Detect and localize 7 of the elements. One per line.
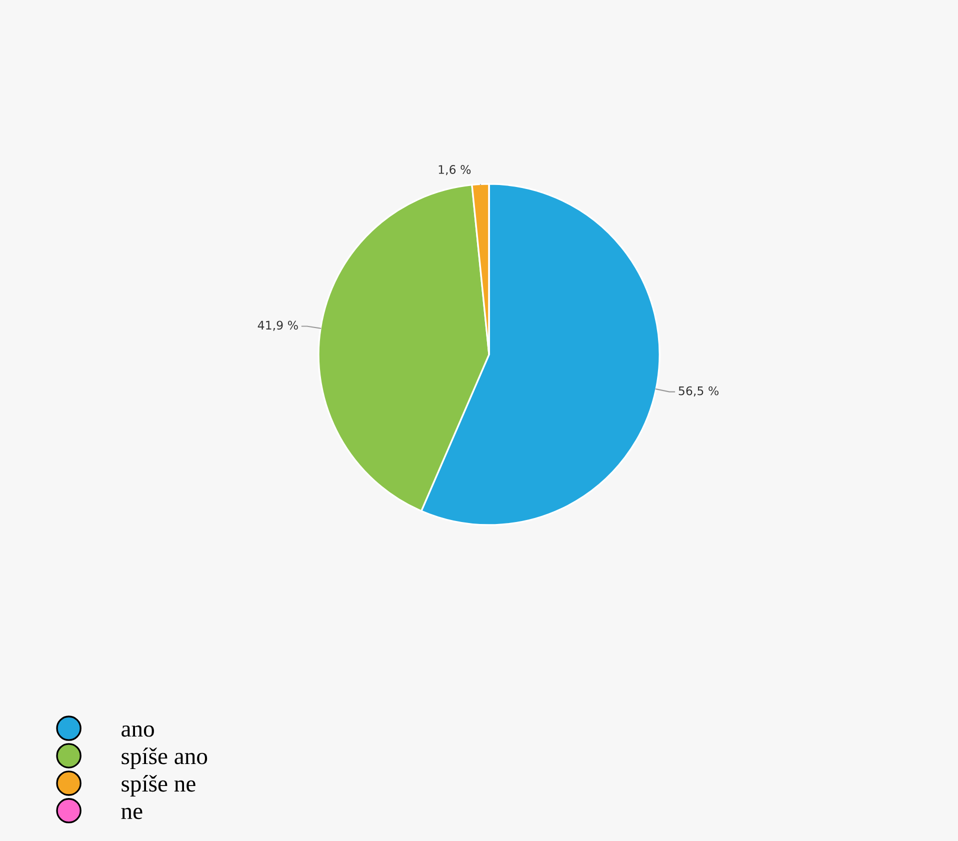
legend-label: spíše ne <box>122 775 196 796</box>
data-label: 41,9 % <box>258 320 298 331</box>
legend-label: spíše ano <box>122 748 208 770</box>
legend-label: ne <box>121 808 142 820</box>
data-label: 1,6 % <box>438 165 471 176</box>
data-label: 56,5 % <box>678 386 719 396</box>
legend-label: ano <box>122 725 154 737</box>
